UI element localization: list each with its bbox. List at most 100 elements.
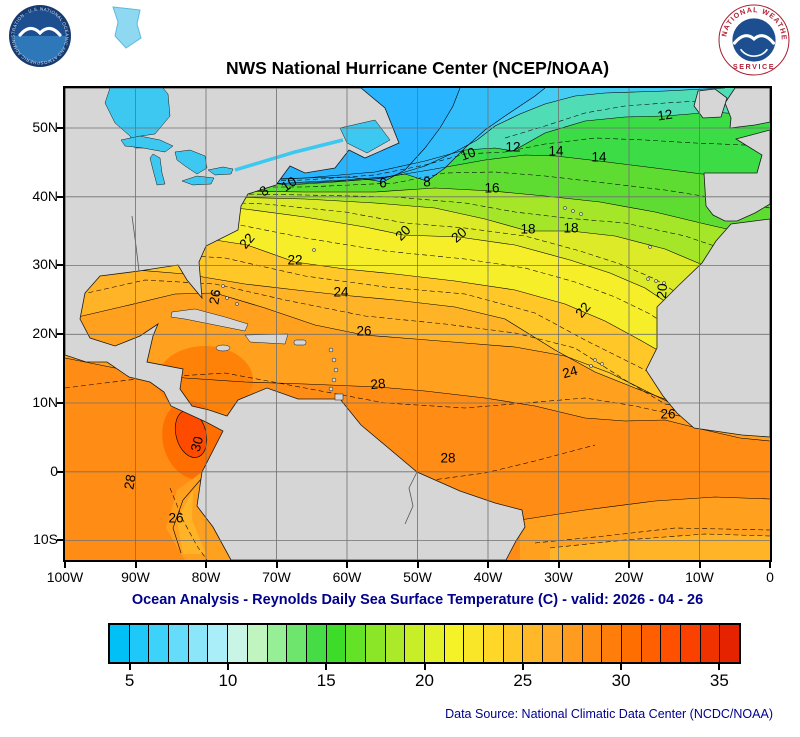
colorbar-tick-mark	[620, 664, 623, 670]
lon-tick-mark	[557, 562, 560, 568]
england-landmass	[724, 88, 770, 129]
map-title: NWS National Hurricane Center (NCEP/NOAA…	[225, 58, 610, 78]
colorbar-tick-mark	[325, 664, 328, 670]
lake-huron	[174, 149, 208, 175]
lon-tick-mark	[275, 562, 278, 568]
lon-tick-label: 0	[766, 569, 774, 585]
sst-map: 12 10 12 14 14 8 10 6 8 16 20 20 18 18 22 22 24 26 20 22 26 2…	[63, 86, 772, 562]
colorbar-cell	[246, 625, 267, 662]
colorbar-tick-label: 20	[415, 671, 434, 690]
colorbar-cell	[679, 625, 700, 662]
colorbar-cell	[660, 625, 680, 662]
lon-tick-mark	[416, 562, 419, 568]
colorbar-cell	[110, 625, 129, 662]
colorbar-cell	[286, 625, 306, 662]
graticule	[65, 88, 770, 560]
colorbar-cell	[483, 625, 503, 662]
colorbar-cell	[620, 625, 641, 662]
colorbar-tick-label: 5	[124, 671, 135, 690]
nws-emblem-icon: NATIONAL WEATHER SERVICE	[715, 0, 790, 76]
colorbar-cell	[168, 625, 188, 662]
colorbar-cell	[640, 625, 661, 662]
colorbar-cell	[128, 625, 149, 662]
iberia-france-landmass	[703, 129, 770, 222]
colorbar-cell	[581, 625, 602, 662]
lon-tick-label: 70W	[262, 569, 291, 585]
rivers-layer	[131, 215, 418, 525]
colorbar-cell	[542, 625, 562, 662]
colorbar-cell	[443, 625, 464, 662]
lon-tick-label: 10W	[685, 569, 714, 585]
colorbar-tick-label: 25	[513, 671, 533, 690]
caribbean-islands	[170, 284, 344, 401]
lon-tick-mark	[698, 562, 701, 568]
lon-tick-label: 100W	[46, 569, 84, 585]
lat-tick-mark	[57, 470, 63, 473]
colorbar-cell	[148, 625, 169, 662]
colorbar-tick-mark	[521, 664, 524, 670]
st-lawrence-river	[234, 138, 344, 172]
colorbar-cell	[384, 625, 405, 662]
noaa-logo: NATIONAL OCEANIC AND ATMOSPHERIC ADMINIS…	[6, 0, 72, 68]
lon-tick-mark	[64, 562, 66, 568]
lon-tick-label: 20W	[614, 569, 644, 585]
colorbar-cell	[207, 625, 228, 662]
lat-tick-label: 40N	[32, 187, 58, 204]
nws-bottom-text: SERVICE	[733, 62, 775, 71]
lake-ontario	[207, 166, 234, 176]
colorbar-tick-mark	[423, 664, 426, 670]
lat-tick-label: 0	[50, 462, 58, 479]
lat-tick-mark	[57, 333, 63, 336]
data-source-text: Data Source: National Climatic Data Cent…	[445, 707, 773, 721]
lon-tick-label: 60W	[332, 569, 362, 585]
lat-tick-label: 10S	[33, 531, 58, 548]
land-layer	[65, 88, 770, 560]
lat-tick-mark	[57, 127, 63, 129]
africa-landmass	[645, 218, 770, 438]
lon-tick-mark	[134, 562, 137, 568]
lon-tick-label: 80W	[191, 569, 221, 585]
lat-tick-mark	[57, 539, 63, 542]
lon-tick-mark	[769, 562, 771, 568]
analysis-caption: Ocean Analysis - Reynolds Daily Sea Surf…	[131, 592, 704, 608]
colorbar-cell	[424, 625, 444, 662]
mississippi-river	[131, 215, 140, 272]
lon-tick-label: 90W	[121, 569, 150, 585]
colorbar-tick-mark	[226, 664, 229, 670]
colorbar-cell	[502, 625, 523, 662]
colorbar-cell	[227, 625, 247, 662]
lat-tick-mark	[57, 401, 63, 404]
colorbar-cell	[266, 625, 287, 662]
lake-superior	[120, 135, 174, 153]
lon-tick-label: 40W	[473, 569, 503, 585]
temperature-colorbar	[108, 623, 741, 664]
lat-tick-label: 30N	[32, 256, 58, 273]
map-canvas	[65, 88, 770, 560]
colorbar-cell	[463, 625, 484, 662]
lon-tick-label: 30W	[544, 569, 573, 585]
colorbar-cell	[305, 625, 326, 662]
colorbar-tick-label: 35	[709, 671, 729, 690]
lat-tick-label: 50N	[32, 119, 58, 135]
lat-tick-label: 10N	[32, 393, 58, 410]
lon-tick-mark	[628, 562, 630, 568]
colorbar-tick-mark	[718, 664, 721, 670]
atlantic-islands	[312, 206, 666, 368]
lon-tick-label: 50W	[403, 569, 432, 585]
noaa-flag-icon	[110, 6, 144, 50]
amazon-river	[404, 471, 418, 525]
colorbar-cell	[561, 625, 582, 662]
lat-tick-mark	[57, 195, 63, 198]
lat-tick-mark	[57, 264, 63, 267]
colorbar-tick-label: 30	[611, 671, 631, 690]
colorbar-cell	[345, 625, 365, 662]
colorbar-cell	[719, 625, 739, 662]
lon-tick-mark	[205, 562, 207, 568]
noaa-emblem-icon: NATIONAL OCEANIC AND ATMOSPHERIC ADMINIS…	[6, 0, 71, 67]
colorbar-cell	[325, 625, 346, 662]
nws-logo: NATIONAL WEATHER SERVICE	[715, 0, 790, 76]
lon-tick-mark	[346, 562, 348, 568]
americas-landmass	[65, 88, 526, 560]
colorbar-cell	[601, 625, 621, 662]
